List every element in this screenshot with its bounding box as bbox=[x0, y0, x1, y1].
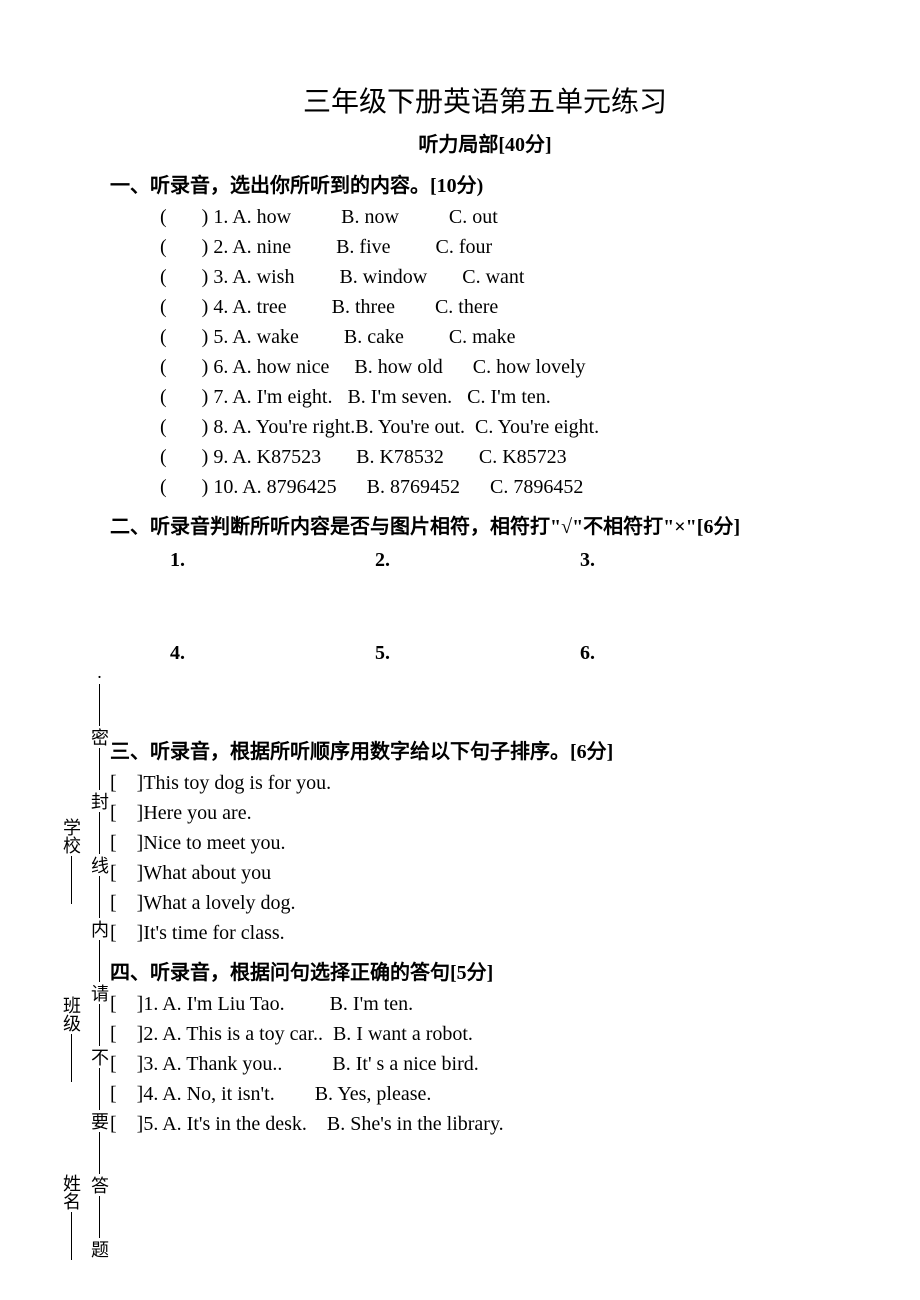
order-row: [ ]Here you are. bbox=[110, 798, 860, 828]
question-row: ( ) 8. A. You're right.B. You're out. C.… bbox=[160, 412, 860, 442]
sidebar-char: 请 bbox=[86, 984, 112, 1002]
question-row: ( ) 7. A. I'm eight. B. I'm seven. C. I'… bbox=[160, 382, 860, 412]
question-row: ( ) 9. A. K87523 B. K78532 C. K85723 bbox=[160, 442, 860, 472]
section-3-items: [ ]This toy dog is for you.[ ]Here you a… bbox=[110, 768, 860, 948]
binding-sidebar: 题 答 要 不 请 内 线 封 密. 姓名 班级 学校 bbox=[50, 520, 110, 1260]
section-2-heading: 二、听录音判断所听内容是否与图片相符，相符打"√"不相符打"×"[6分] bbox=[110, 510, 860, 539]
sidebar-line bbox=[99, 1068, 100, 1110]
grid-label: 3. bbox=[580, 549, 595, 572]
sidebar-label: 学校 bbox=[58, 818, 84, 854]
order-row: [ ]What a lovely dog. bbox=[110, 888, 860, 918]
sidebar-char: 不 bbox=[86, 1048, 112, 1066]
sidebar-line bbox=[99, 684, 100, 726]
sidebar-char: 内 bbox=[86, 920, 112, 938]
order-row: [ ]It's time for class. bbox=[110, 918, 860, 948]
answer-row: [ ]5. A. It's in the desk. B. She's in t… bbox=[110, 1109, 860, 1139]
section-2-row-1: 1. 2. 3. bbox=[170, 549, 860, 572]
sidebar-left-col: 姓名班级学校 bbox=[58, 520, 84, 1260]
question-row: ( ) 5. A. wake B. cake C. make bbox=[160, 322, 860, 352]
sidebar-char: 线 bbox=[86, 856, 112, 874]
sidebar-line bbox=[99, 748, 100, 790]
section-4-items: [ ]1. A. I'm Liu Tao. B. I'm ten.[ ]2. A… bbox=[110, 989, 860, 1139]
grid-label: 4. bbox=[170, 642, 185, 665]
order-row: [ ]This toy dog is for you. bbox=[110, 768, 860, 798]
sidebar-line bbox=[99, 812, 100, 854]
sidebar-line bbox=[99, 876, 100, 918]
sidebar-line bbox=[99, 940, 100, 982]
order-row: [ ]Nice to meet you. bbox=[110, 828, 860, 858]
document-subtitle: 听力局部[40分] bbox=[110, 128, 860, 157]
question-row: ( ) 10. A. 8796425 B. 8769452 C. 7896452 bbox=[160, 472, 860, 502]
section-1-items: ( ) 1. A. how B. now C. out( ) 2. A. nin… bbox=[110, 202, 860, 502]
question-row: ( ) 1. A. how B. now C. out bbox=[160, 202, 860, 232]
sidebar-line bbox=[99, 1196, 100, 1238]
sidebar-line bbox=[99, 1004, 100, 1046]
grid-label: 1. bbox=[170, 549, 185, 572]
sidebar-underline bbox=[71, 1212, 72, 1260]
answer-row: [ ]3. A. Thank you.. B. It' s a nice bir… bbox=[110, 1049, 860, 1079]
sidebar-line bbox=[99, 1132, 100, 1174]
sidebar-char: . bbox=[89, 662, 110, 682]
sidebar-char: 答 bbox=[86, 1176, 112, 1194]
sidebar-underline bbox=[71, 1034, 72, 1082]
section-2-row-2: 4. 5. 6. bbox=[170, 642, 860, 665]
sidebar-char: 要 bbox=[86, 1112, 112, 1130]
answer-row: [ ]1. A. I'm Liu Tao. B. I'm ten. bbox=[110, 989, 860, 1019]
section-3-heading: 三、听录音，根据所听顺序用数字给以下句子排序。[6分] bbox=[110, 735, 860, 764]
page-content: 三年级下册英语第五单元练习 听力局部[40分] 一、听录音，选出你所听到的内容。… bbox=[0, 0, 920, 1179]
answer-row: [ ]2. A. This is a toy car.. B. I want a… bbox=[110, 1019, 860, 1049]
answer-row: [ ]4. A. No, it isn't. B. Yes, please. bbox=[110, 1079, 860, 1109]
sidebar-char: 封 bbox=[86, 792, 112, 810]
grid-label: 5. bbox=[375, 642, 390, 665]
sidebar-char: 题 bbox=[86, 1240, 112, 1258]
grid-label: 2. bbox=[375, 549, 390, 572]
sidebar-underline bbox=[71, 856, 72, 904]
question-row: ( ) 2. A. nine B. five C. four bbox=[160, 232, 860, 262]
grid-label: 6. bbox=[580, 642, 595, 665]
sidebar-label: 姓名 bbox=[58, 1174, 84, 1210]
section-4-heading: 四、听录音，根据问句选择正确的答句[5分] bbox=[110, 956, 860, 985]
question-row: ( ) 3. A. wish B. window C. want bbox=[160, 262, 860, 292]
order-row: [ ]What about you bbox=[110, 858, 860, 888]
question-row: ( ) 6. A. how nice B. how old C. how lov… bbox=[160, 352, 860, 382]
sidebar-char: 密 bbox=[86, 728, 112, 746]
question-row: ( ) 4. A. tree B. three C. there bbox=[160, 292, 860, 322]
section-1-heading: 一、听录音，选出你所听到的内容。[10分) bbox=[110, 169, 860, 198]
document-title: 三年级下册英语第五单元练习 bbox=[110, 80, 860, 120]
sidebar-label: 班级 bbox=[58, 996, 84, 1032]
sidebar-right-col: 题 答 要 不 请 内 线 封 密. bbox=[86, 520, 112, 1260]
